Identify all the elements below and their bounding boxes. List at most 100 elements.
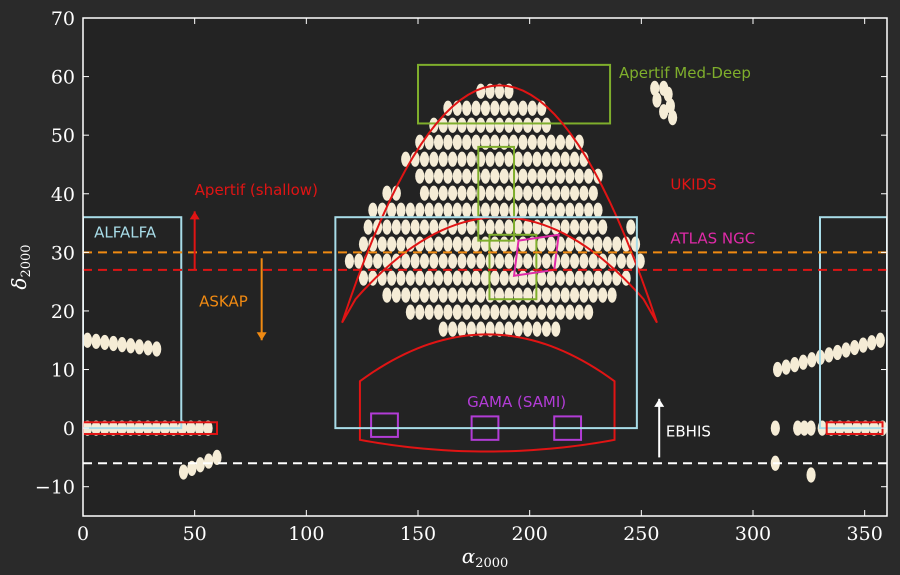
x-tick-label: 300 [735, 523, 771, 545]
pointing [443, 236, 453, 252]
pointing [194, 420, 205, 436]
label-alfalfa: ALFALFA [94, 224, 157, 242]
pointing [429, 253, 439, 269]
pointing [841, 342, 851, 358]
pointing [858, 337, 868, 353]
pointing [419, 219, 430, 235]
pointing [457, 185, 467, 201]
pointing [462, 236, 472, 252]
survey-region [417, 63, 612, 125]
pointing [668, 110, 678, 126]
x-tick-label: 0 [77, 523, 89, 545]
pointing [574, 134, 584, 150]
pointing [799, 420, 809, 436]
pointing [410, 253, 420, 269]
pointing [541, 185, 552, 201]
pointing [429, 287, 439, 303]
pointing [537, 134, 547, 150]
surveys-layer [83, 63, 887, 453]
pointing [401, 219, 411, 235]
pointing [523, 287, 533, 303]
pointing [424, 270, 434, 286]
survey-region [819, 216, 887, 430]
pointing [527, 134, 537, 150]
pointing [598, 219, 608, 235]
pointing [466, 321, 476, 337]
pointing [485, 321, 495, 337]
pointing [494, 83, 505, 99]
pointing [462, 100, 472, 116]
x-tick-label: 350 [847, 523, 883, 545]
pointing [466, 185, 476, 201]
pointing [448, 287, 458, 303]
pointing [457, 287, 467, 303]
pointing [462, 304, 472, 320]
pointing [508, 304, 519, 320]
pointing [523, 253, 533, 269]
pointing [607, 287, 617, 303]
pointing [387, 236, 397, 252]
y-tick-label: −10 [35, 477, 75, 499]
pointing [429, 185, 439, 201]
pointing [806, 467, 816, 483]
pointing [391, 185, 401, 201]
pointing [518, 202, 528, 218]
pointing [504, 253, 514, 269]
pointing [499, 100, 509, 116]
pointing [663, 86, 673, 102]
pointing [523, 185, 533, 201]
pointing [513, 151, 523, 167]
pointing [405, 270, 416, 286]
y-tick-label: 60 [51, 67, 75, 89]
pointing [565, 168, 575, 184]
pointing [494, 151, 505, 167]
pointing [565, 270, 575, 286]
pointing [602, 236, 612, 252]
survey-region [477, 145, 516, 242]
pointing [588, 253, 598, 269]
pointing [391, 287, 401, 303]
pointing [508, 270, 519, 286]
pointing [621, 236, 631, 252]
pointing [584, 304, 594, 320]
pointing [504, 185, 514, 201]
y-tick-label: 50 [51, 125, 75, 147]
pointing [806, 420, 816, 436]
pointing [443, 168, 453, 184]
pointing [462, 202, 472, 218]
pointing [143, 340, 153, 356]
limit-arrow-head [256, 332, 267, 341]
pointing [532, 117, 542, 133]
pointing [659, 104, 669, 120]
pointing [424, 168, 434, 184]
pointing [579, 151, 589, 167]
pointing [433, 202, 444, 218]
pointing [433, 134, 444, 150]
y-tick-label: 0 [63, 418, 75, 440]
pointing [532, 321, 542, 337]
pointing [134, 339, 144, 355]
pointing [396, 202, 406, 218]
x-tick-label: 200 [512, 523, 548, 545]
pointing [598, 287, 608, 303]
pointing [466, 287, 476, 303]
pointing [518, 304, 528, 320]
pointing [448, 219, 458, 235]
pointing [448, 151, 458, 167]
pointing [824, 347, 834, 363]
pointing [438, 287, 448, 303]
pointing [429, 151, 439, 167]
pointing [790, 357, 800, 373]
pointing [354, 253, 364, 269]
pointing [593, 270, 603, 286]
pointing [499, 270, 509, 286]
pointing [537, 168, 547, 184]
pointing [405, 202, 416, 218]
pointing [569, 287, 580, 303]
label-atlas-ngc: ATLAS NGC [670, 230, 755, 248]
pointing [541, 287, 552, 303]
pointing [555, 202, 566, 218]
pointing [518, 100, 528, 116]
pointing [565, 134, 575, 150]
pointing [518, 134, 528, 150]
